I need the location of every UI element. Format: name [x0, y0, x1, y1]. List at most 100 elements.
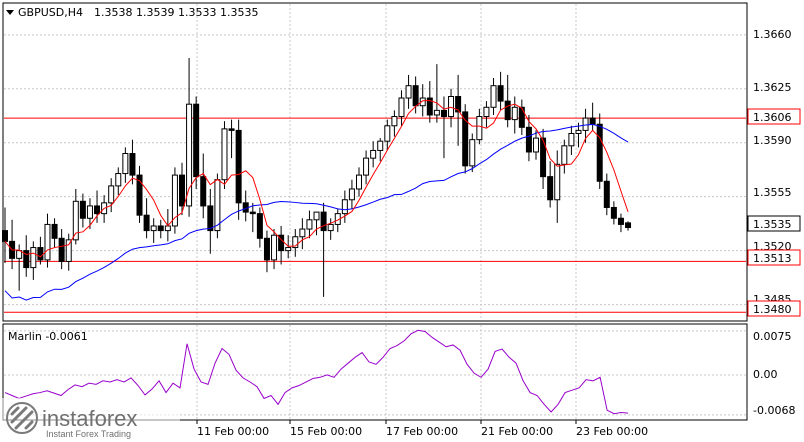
candle-bear	[143, 214, 150, 232]
candle-bull	[122, 153, 129, 175]
time-tick: 11 Feb 00:00	[197, 425, 269, 438]
oscillator-line	[4, 329, 629, 415]
candle-bear	[320, 211, 327, 232]
brand-text: instaforex	[42, 406, 137, 431]
time-tick: 23 Feb 00:00	[576, 425, 648, 438]
horizontal-levels[interactable]	[4, 117, 746, 313]
time-tick: 15 Feb 00:00	[290, 425, 362, 438]
dropdown-triangle-icon[interactable]	[6, 10, 14, 15]
candle-bear	[625, 222, 632, 229]
candle-bear	[547, 176, 554, 201]
candle-bull	[72, 200, 79, 241]
level-tag-1480: 1.3480	[747, 300, 801, 317]
candle-bull	[30, 247, 37, 269]
candle-bull	[299, 228, 306, 238]
candle-bull	[341, 199, 348, 215]
level-tag-1513: 1.3513	[747, 249, 801, 266]
candle-bull	[306, 219, 313, 230]
price-tick: 1.3555	[753, 186, 792, 199]
candle-bull	[65, 239, 72, 262]
current-price-text: 1.3535	[753, 218, 792, 231]
candle-bear	[249, 211, 256, 215]
candle-bear	[228, 128, 235, 131]
candle-bull	[433, 109, 440, 116]
candle-bull	[476, 116, 483, 141]
candle-bear	[589, 117, 596, 125]
candle-bull	[377, 140, 384, 151]
candle-bear	[79, 200, 86, 219]
candle-bear	[200, 176, 207, 207]
candle-bear	[207, 205, 214, 232]
candle-bear	[462, 111, 469, 167]
candle-bull	[419, 97, 426, 107]
candle-bull	[370, 149, 377, 159]
price-tick: 1.3590	[753, 134, 792, 147]
candle-bull	[164, 225, 171, 232]
candle-bull	[363, 157, 370, 176]
time-tick: 17 Feb 00:00	[386, 425, 458, 438]
candle-bull	[384, 125, 391, 142]
time-axis: 11 Feb 00:00 15 Feb 00:00 17 Feb 00:00 2…	[196, 420, 648, 438]
candle-bull	[221, 128, 228, 181]
candle-bull	[391, 116, 398, 127]
candle-bull	[511, 106, 518, 121]
candle-bull	[285, 247, 292, 252]
candle-bull	[150, 225, 157, 232]
main-plot-frame	[2, 2, 748, 322]
level-tag-text: 1.3606	[753, 111, 792, 124]
candle-bear	[263, 237, 270, 261]
price-tick: 1.3625	[753, 81, 792, 94]
level-tag-text: 1.3513	[753, 252, 792, 265]
candle-bear	[2, 230, 8, 242]
candle-bear	[278, 234, 285, 252]
candle-bull	[568, 132, 575, 147]
candle-bear	[58, 237, 65, 262]
candle-bull	[186, 103, 193, 207]
candle-bull	[490, 85, 497, 108]
candle-bear	[455, 95, 462, 113]
instaforex-logo-icon	[6, 402, 38, 434]
candle-bull	[313, 211, 320, 221]
candle-bull	[398, 97, 405, 118]
candle-bull	[448, 95, 455, 118]
candle-bear	[94, 205, 101, 215]
candle-bear	[37, 247, 44, 261]
candle-bear	[157, 225, 164, 232]
osc-tick: 0.0075	[753, 330, 792, 343]
candle-bear	[51, 223, 58, 239]
ohlc-values: 1.3538 1.3539 1.3533 1.3535	[94, 6, 258, 19]
candle-bull	[561, 145, 568, 165]
oscillator-label: Marlin -0.0061	[8, 330, 88, 343]
candle-bull	[292, 236, 299, 249]
candle-bear	[235, 129, 242, 204]
candle-bull	[575, 129, 582, 134]
candle-bear	[610, 206, 617, 219]
candle-bull	[327, 223, 334, 232]
candle-bear	[525, 126, 532, 153]
candle-bear	[179, 174, 185, 207]
time-tick: 21 Feb 00:00	[481, 425, 553, 438]
instaforex-logo: instaforex Instant Forex Trading	[0, 398, 180, 442]
candle-bull	[483, 106, 490, 118]
level-tag-text: 1.3480	[753, 303, 792, 316]
candle-bear	[426, 97, 433, 116]
candle-bull	[214, 179, 221, 232]
candle-bull	[115, 173, 122, 187]
candle-bear	[617, 217, 624, 225]
candle-bull	[582, 117, 589, 131]
candle-bear	[518, 106, 525, 128]
candle-bear	[23, 250, 30, 269]
candle-bull	[108, 185, 115, 204]
candle-bear	[504, 100, 511, 121]
candle-bull	[271, 234, 278, 261]
candle-bear	[136, 174, 143, 216]
ma-fast-line	[4, 99, 629, 258]
candle-bull	[348, 188, 355, 201]
ma-slow-line	[4, 123, 629, 301]
candle-bull	[554, 163, 561, 201]
candle-bull	[405, 85, 412, 99]
candle-bull	[171, 174, 178, 227]
current-price-tag: 1.3535	[747, 215, 801, 232]
candle-bear	[603, 180, 610, 208]
